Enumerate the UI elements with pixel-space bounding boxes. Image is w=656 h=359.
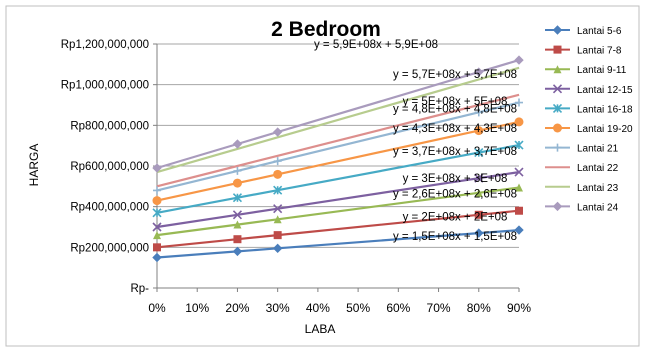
- data-point-marker: [552, 201, 563, 212]
- data-point-marker: [273, 215, 282, 224]
- axes: Rp- Rp200,000,000 Rp400,000,000 Rp600,000,0…: [61, 39, 532, 315]
- legend-entry: Lantai 7-8: [577, 46, 622, 57]
- data-point-marker: [553, 45, 562, 54]
- trendline-equation: y = 4,3E+08x + 4,3E+08: [393, 123, 517, 135]
- data-point-marker: [553, 123, 562, 133]
- data-point-marker: [233, 235, 242, 244]
- data-point-marker: [232, 193, 243, 203]
- x-axis-label: LABA: [305, 322, 336, 336]
- y-axis-label: HARGA: [27, 144, 41, 187]
- data-point-marker: [514, 140, 524, 150]
- trendline-equation: y = 1,5E+08x + 1,5E+08: [393, 231, 517, 243]
- y-tick-label: Rp1,200,000,000: [61, 39, 149, 51]
- trendline-equation: y = 4,8E+08x + 4,8E+08: [393, 104, 517, 116]
- data-point-marker: [273, 204, 283, 214]
- legend: Lantai 5-6 Lantai 7-8 Lantai 9-11 Lantai 12…: [545, 25, 633, 213]
- series-line: [156, 93, 520, 188]
- data-point-marker: [232, 246, 243, 257]
- data-point-marker: [474, 108, 483, 117]
- data-point-marker: [514, 117, 524, 127]
- legend-entry: Lantai 16-18: [577, 104, 633, 115]
- y-tick-label: Rp-: [130, 283, 149, 295]
- y-tick-label: Rp1,000,000,000: [61, 80, 149, 92]
- legend-entry: Lantai 24: [577, 202, 619, 213]
- trendline-equation: y = 5,7E+08x + 5,7E+08: [393, 69, 517, 81]
- x-tick-label: 10%: [185, 301, 209, 315]
- data-point-marker: [474, 188, 483, 197]
- x-tick-label: 90%: [507, 301, 531, 315]
- data-point-marker: [233, 220, 242, 229]
- data-point-marker: [272, 243, 283, 254]
- x-tick-label: 80%: [467, 301, 491, 315]
- trendline-equation: y = 5E+08x + 5E+08: [403, 96, 508, 108]
- legend-entry: Lantai 12-15: [577, 85, 633, 96]
- legend-entry: Lantai 23: [577, 183, 619, 194]
- legend-entry: Lantai 21: [577, 144, 619, 155]
- x-tick-label: 30%: [266, 301, 290, 315]
- y-tick-label: Rp200,000,000: [70, 242, 149, 254]
- data-point-marker: [273, 185, 283, 195]
- series-markers: [152, 55, 524, 263]
- data-point-marker: [474, 148, 484, 158]
- data-point-marker: [153, 186, 161, 195]
- data-point-marker: [474, 173, 484, 183]
- x-tick-label: 50%: [346, 301, 370, 315]
- data-point-marker: [233, 166, 242, 175]
- data-point-marker: [515, 206, 523, 215]
- data-point-marker: [232, 139, 243, 149]
- data-point-marker: [514, 55, 524, 65]
- data-point-marker: [152, 252, 162, 263]
- x-tick-label: 70%: [427, 301, 451, 315]
- trendline-equation: y = 3E+08x + 3E+08: [403, 173, 508, 185]
- data-point-marker: [474, 126, 484, 136]
- data-point-marker: [152, 196, 162, 206]
- data-point-marker: [552, 84, 563, 94]
- data-point-marker: [232, 210, 243, 220]
- data-point-marker: [152, 163, 162, 173]
- data-point-marker: [552, 103, 563, 113]
- data-point-marker: [474, 210, 483, 219]
- x-tick-label: 60%: [386, 301, 410, 315]
- data-point-marker: [273, 157, 282, 166]
- data-point-marker: [474, 67, 484, 77]
- data-point-marker: [514, 167, 524, 177]
- legend-entry: Lantai 19-20: [577, 124, 633, 135]
- series-line: [156, 66, 520, 174]
- chart-title: 2 Bedroom: [271, 18, 381, 41]
- data-point-marker: [515, 98, 523, 107]
- legend-entry: Lantai 9-11: [577, 65, 627, 76]
- legend-entry: Lantai 22: [577, 163, 619, 174]
- data-point-marker: [553, 143, 562, 152]
- trendline-equation: y = 5,9E+08x + 5,9E+08: [314, 39, 438, 51]
- legend-entry: Lantai 5-6: [577, 26, 622, 37]
- data-point-marker: [152, 208, 162, 218]
- data-point-marker: [232, 178, 242, 188]
- x-tick-label: 0%: [148, 301, 166, 315]
- data-point-marker: [474, 228, 484, 238]
- data-point-marker: [515, 183, 523, 192]
- gridlines: [157, 43, 519, 289]
- data-point-marker: [552, 25, 563, 35]
- trendline-equation: y = 2,6E+08x + 2,6E+08: [393, 189, 517, 201]
- trendline-equation: y = 2E+08x + 2E+08: [403, 212, 508, 224]
- trendline-equation: y = 3,7E+08x + 3,7E+08: [393, 146, 517, 158]
- trendline-labels: y = 1,5E+08x + 1,5E+08 y = 2E+08x + 2E+08…: [314, 39, 517, 243]
- chart-area: [5, 5, 640, 347]
- data-point-marker: [153, 243, 161, 252]
- y-tick-label: Rp400,000,000: [70, 202, 149, 214]
- data-point-marker: [273, 231, 282, 240]
- y-tick-label: Rp800,000,000: [70, 120, 149, 132]
- data-point-marker: [514, 225, 524, 235]
- x-tick-label: 20%: [225, 301, 249, 315]
- data-point-marker: [553, 65, 562, 74]
- data-point-marker: [272, 127, 283, 137]
- data-point-marker: [153, 231, 161, 240]
- x-tick-label: 40%: [306, 301, 330, 315]
- y-tick-label: Rp600,000,000: [70, 161, 149, 173]
- data-point-marker: [273, 169, 283, 179]
- data-point-marker: [152, 222, 162, 232]
